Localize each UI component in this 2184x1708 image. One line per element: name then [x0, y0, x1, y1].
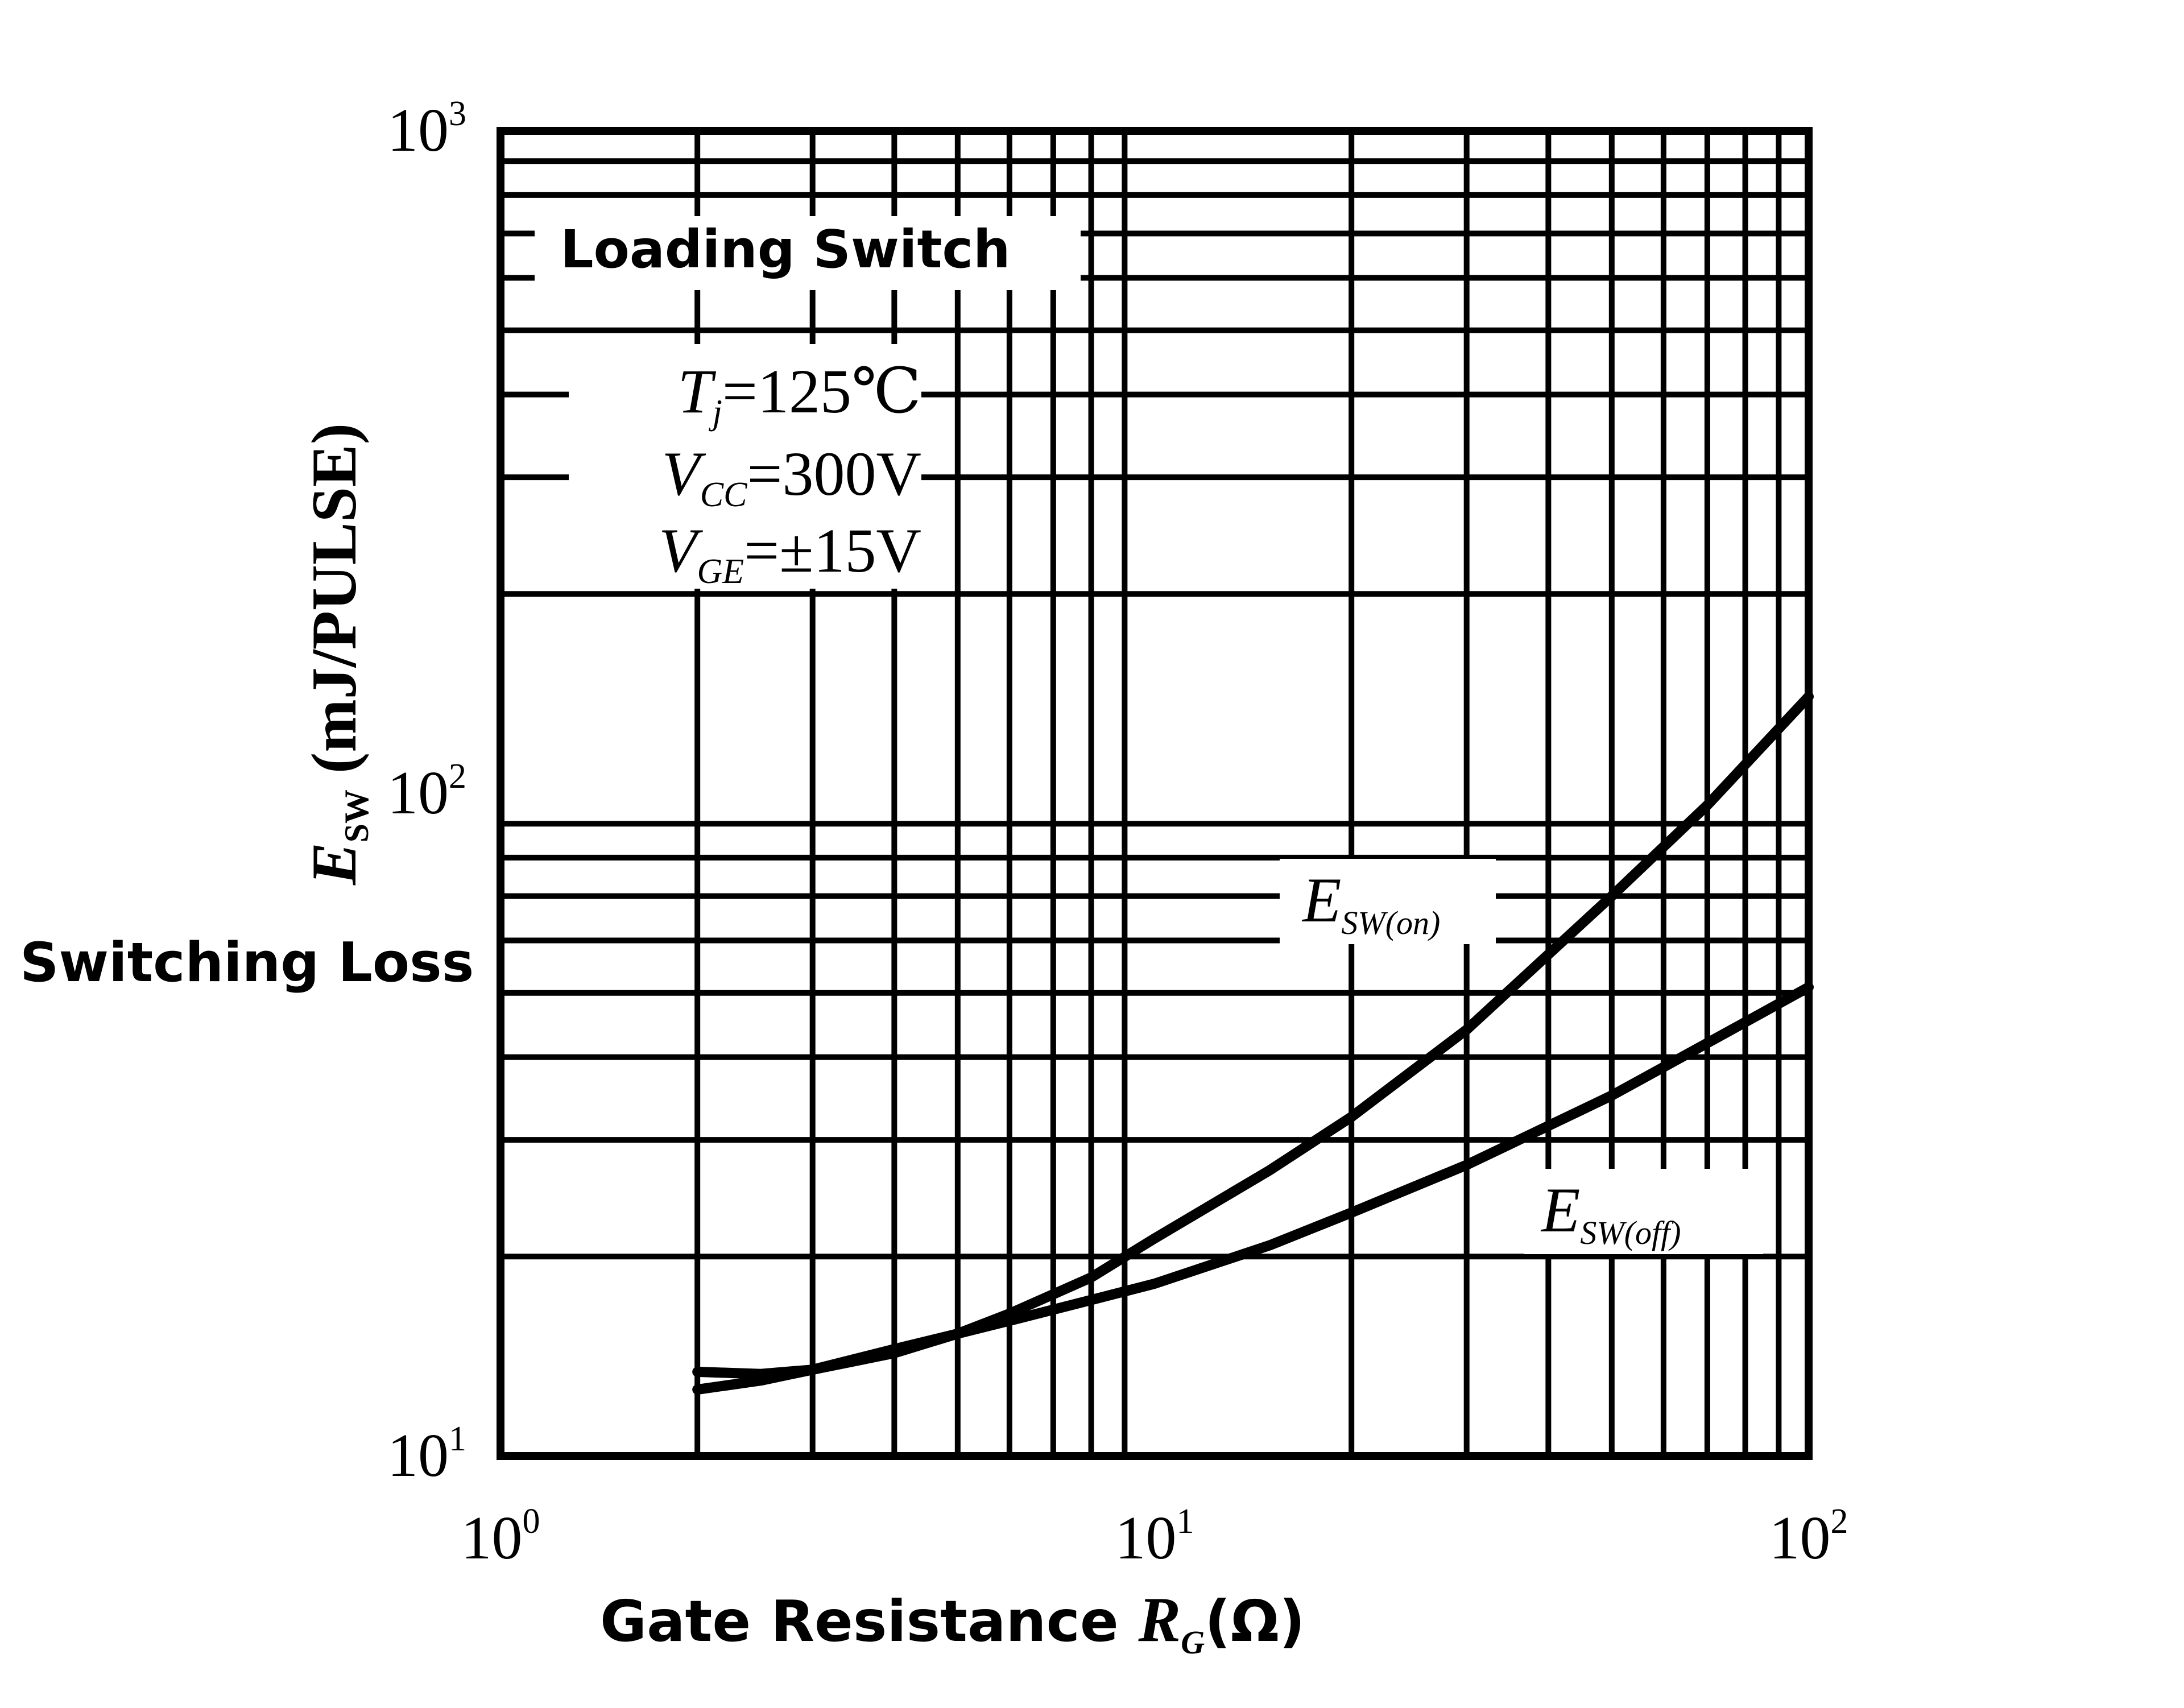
- y-tick-labels: 101 102 103: [387, 94, 466, 1490]
- x-tick-labels: 100 101 102: [461, 1502, 1848, 1572]
- x-tick-label: 101: [1115, 1502, 1194, 1572]
- plot-frame: [497, 127, 1813, 1460]
- y-tick-label: 103: [387, 94, 466, 164]
- series-line-esw-off: [692, 982, 1814, 1395]
- series-on-label-background: [1280, 859, 1496, 944]
- y-axis-extra-label: Switching Loss: [20, 932, 474, 994]
- x-tick-label: 100: [461, 1502, 540, 1572]
- y-tick-label: 101: [387, 1420, 466, 1490]
- condition-tj: Tj=125℃: [677, 357, 921, 432]
- condition-title-background: [535, 216, 1081, 290]
- condition-vcc: VCC=300V: [662, 439, 921, 514]
- x-tick-label: 102: [1769, 1502, 1848, 1572]
- conditions-annotation: Loading Switch Tj=125℃ VCC=300V VGE=±15V: [535, 216, 1081, 591]
- x-axis-label: Gate Resistance RG(Ω): [600, 1585, 1305, 1661]
- conditions-background: [569, 344, 921, 589]
- series-label-esw-off: ESW(off): [1540, 1175, 1681, 1251]
- condition-vge: VGE=±15V: [659, 516, 921, 591]
- y-axis-label: ESW (mJ/PULSE): [299, 423, 375, 886]
- series-label-esw-on: ESW(on): [1301, 865, 1440, 941]
- y-tick-label: 102: [387, 757, 466, 827]
- series-lines: [692, 691, 1814, 1395]
- condition-title: Loading Switch: [560, 219, 1010, 280]
- series-off-label-background: [1524, 1169, 1763, 1254]
- switching-loss-background: [11, 921, 489, 1007]
